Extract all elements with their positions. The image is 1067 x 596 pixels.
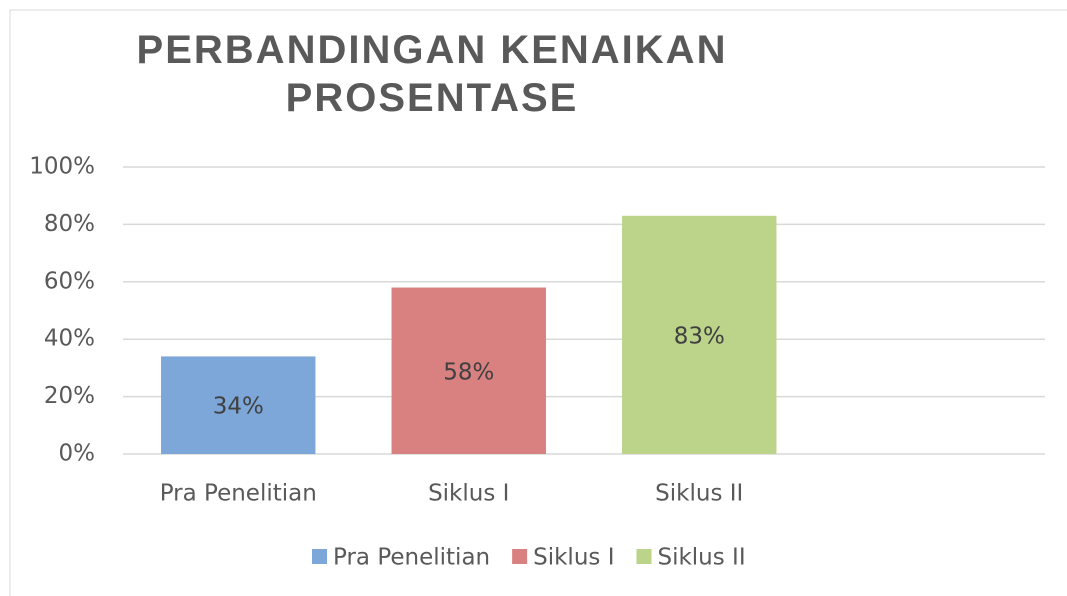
bar — [391, 287, 546, 454]
x-tick-label: Siklus I — [428, 481, 509, 507]
y-tick-label: 20% — [44, 383, 95, 409]
y-tick-label: 0% — [59, 441, 96, 467]
chart-title: PERBANDINGAN KENAIKAN PROSENTASE — [136, 28, 728, 120]
data-label: 34% — [213, 394, 264, 420]
bar — [622, 215, 777, 454]
y-tick-label: 60% — [44, 268, 95, 294]
x-tick-label: Pra Penelitian — [160, 481, 317, 507]
legend-label: Siklus I — [533, 545, 614, 571]
x-tick-label: Siklus II — [655, 481, 743, 507]
legend-swatch — [636, 549, 652, 564]
y-tick-label: 40% — [44, 326, 95, 352]
y-tick-label: 80% — [44, 211, 95, 237]
legend-label: Pra Penelitian — [333, 545, 490, 571]
legend-label: Siklus II — [657, 545, 745, 571]
legend-swatch — [512, 549, 528, 564]
bar — [161, 356, 316, 454]
y-tick-label: 100% — [29, 154, 95, 180]
data-label: 58% — [443, 359, 494, 385]
data-label: 83% — [674, 323, 725, 349]
legend-swatch — [312, 549, 327, 564]
